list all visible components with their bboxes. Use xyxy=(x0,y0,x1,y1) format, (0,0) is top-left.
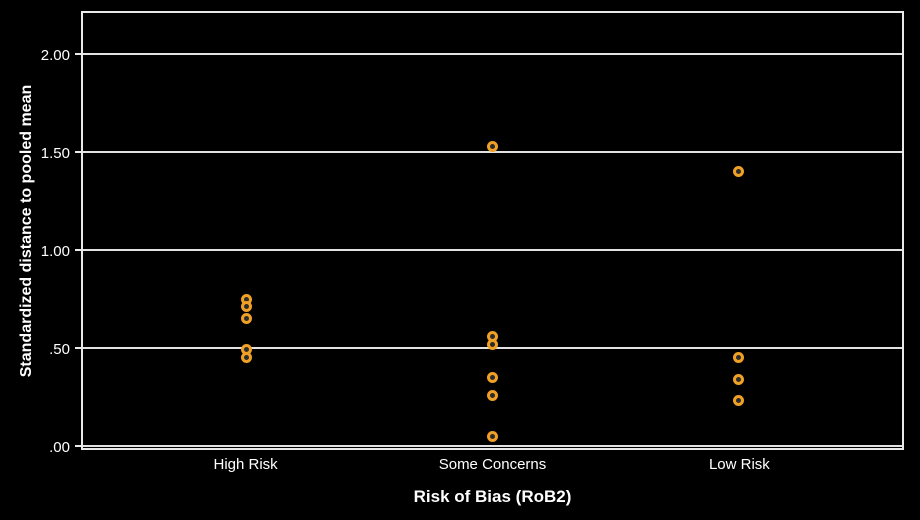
x-category-label: Low Risk xyxy=(708,456,770,473)
plot-area xyxy=(75,11,904,450)
y-axis-tick-labels: .00 .50 1.00 1.50 2.00 xyxy=(0,11,72,456)
gridline xyxy=(83,151,902,153)
y-tick-label: 2.00 xyxy=(40,47,70,64)
data-point xyxy=(487,140,498,152)
gridline xyxy=(83,53,902,55)
gridline xyxy=(83,445,902,447)
data-point xyxy=(732,166,744,178)
gridline xyxy=(83,249,902,251)
data-point xyxy=(732,352,744,364)
data-point xyxy=(487,371,498,383)
x-category-label: High Risk xyxy=(213,456,278,473)
y-tick-label: .00 xyxy=(49,439,70,456)
y-tick-label: .50 xyxy=(49,341,70,358)
data-point xyxy=(487,430,498,442)
data-point xyxy=(487,389,498,401)
x-category-label: Some Concerns xyxy=(438,456,547,473)
data-point xyxy=(487,338,498,350)
data-point xyxy=(241,352,253,364)
x-axis-title: Risk of Bias (RoB2) xyxy=(413,487,572,506)
y-tick-mark xyxy=(75,151,81,153)
y-tick-mark xyxy=(75,347,81,349)
y-tick-label: 1.00 xyxy=(40,243,70,260)
data-point xyxy=(732,395,744,407)
y-tick-mark xyxy=(75,445,81,447)
y-tick-mark xyxy=(75,53,81,55)
data-point xyxy=(732,373,744,385)
data-point xyxy=(241,301,253,313)
y-tick-label: 1.50 xyxy=(40,145,70,162)
y-tick-mark xyxy=(75,249,81,251)
data-point xyxy=(241,313,253,325)
x-axis-category-labels: High Risk Some Concerns Low Risk xyxy=(81,456,904,476)
